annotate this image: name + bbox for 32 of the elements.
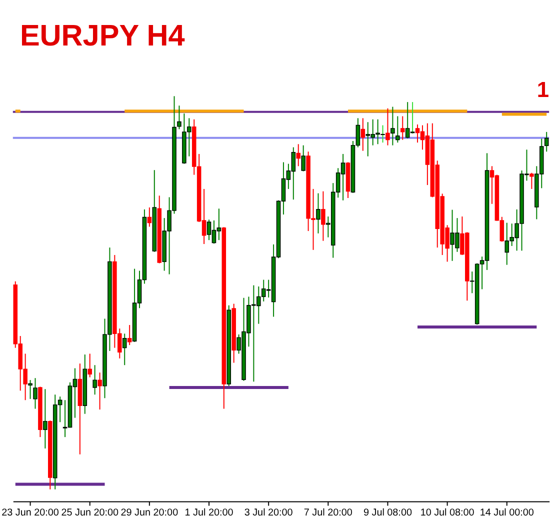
candlestick xyxy=(33,378,38,410)
candlestick xyxy=(360,118,366,152)
candlestick xyxy=(177,105,182,130)
candlestick xyxy=(98,372,102,410)
candlestick xyxy=(28,380,32,400)
candlestick xyxy=(400,116,405,140)
candlestick xyxy=(88,353,92,378)
candlestick xyxy=(321,190,326,242)
candlestick xyxy=(127,324,132,346)
candlestick xyxy=(147,206,152,228)
chart-title: EURJPY H4 xyxy=(20,20,186,53)
candlestick xyxy=(92,364,97,396)
candlestick xyxy=(530,172,534,190)
x-tick-label: 14 Jul 00:00 xyxy=(480,508,534,519)
x-tick-label: 9 Jul 08:00 xyxy=(363,508,412,519)
candlestick xyxy=(43,388,48,449)
x-tick-label: 29 Jun 20:00 xyxy=(120,508,179,519)
x-tick-label: 7 Jul 20:00 xyxy=(304,508,353,519)
candlestick xyxy=(386,108,390,146)
annotation: 1 xyxy=(536,77,550,102)
x-tick-label: 3 Jul 20:00 xyxy=(244,508,294,519)
candlestick xyxy=(316,192,320,234)
candlestick xyxy=(122,333,127,366)
x-tick-label: 10 Jul 08:00 xyxy=(420,508,475,519)
x-tick-label: 25 Jun 20:00 xyxy=(61,508,119,519)
candlestick xyxy=(544,131,549,152)
x-tick-label: 23 Jun 20:00 xyxy=(2,508,60,519)
candlestick xyxy=(296,144,300,167)
candlestick xyxy=(390,106,395,146)
candlestick xyxy=(301,144,306,172)
candlestick xyxy=(396,116,400,144)
x-tick-label: 1 Jul 20:00 xyxy=(184,508,234,519)
